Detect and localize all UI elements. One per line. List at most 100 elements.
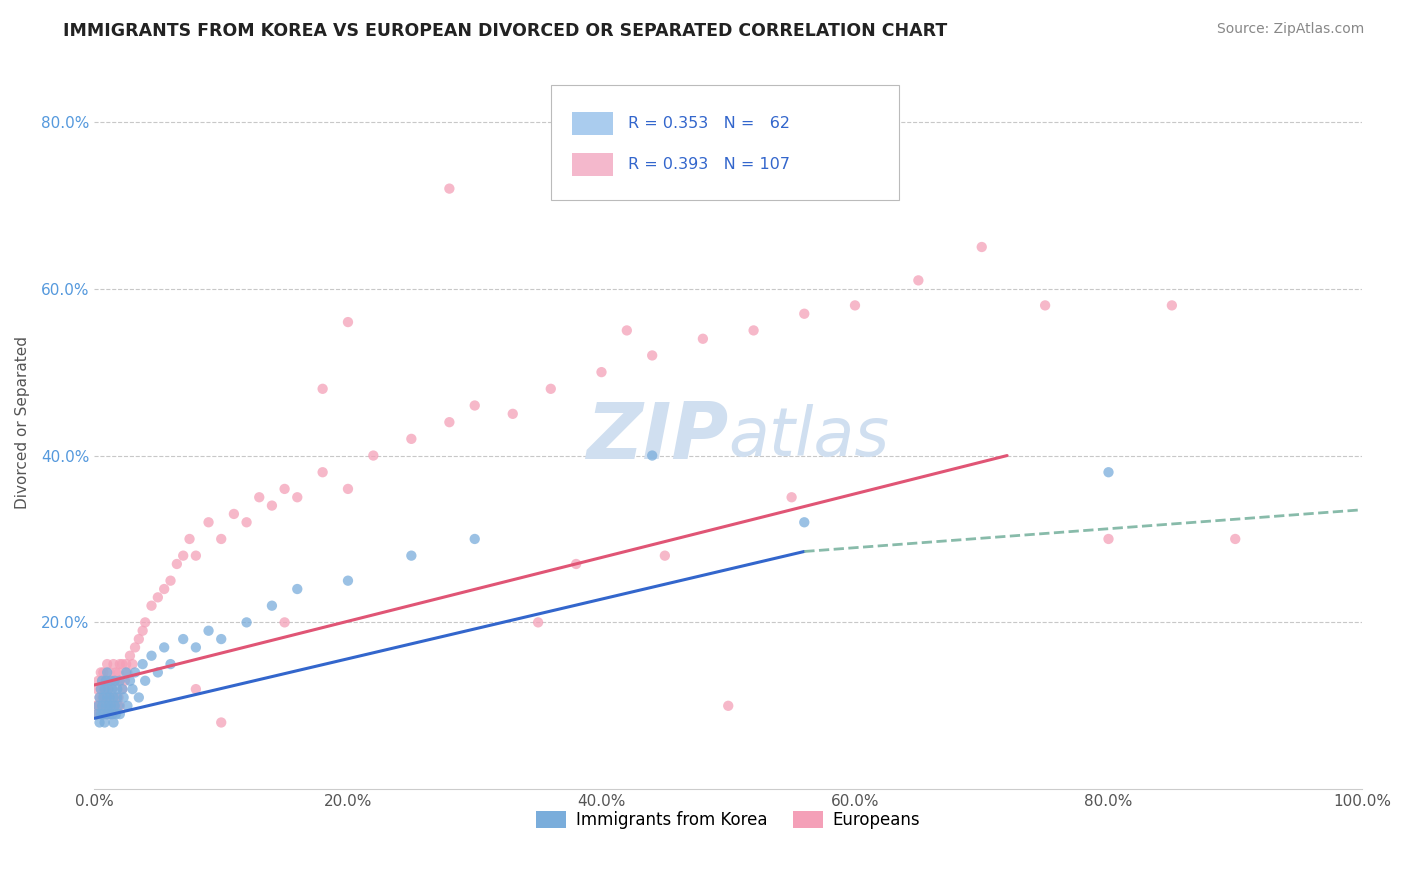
Point — [260, 599, 283, 613]
Point — [90, 707, 112, 722]
Point — [1160, 298, 1182, 312]
Point — [124, 640, 146, 655]
Point — [105, 673, 128, 688]
Point — [108, 698, 131, 713]
Point — [153, 640, 176, 655]
Point — [91, 698, 114, 713]
Point — [97, 682, 120, 697]
Point — [84, 698, 107, 713]
Point — [128, 632, 150, 646]
Point — [401, 432, 423, 446]
Point — [98, 707, 121, 722]
Point — [153, 582, 176, 596]
Point — [105, 707, 128, 722]
Point — [93, 690, 115, 705]
Point — [97, 698, 120, 713]
Point — [103, 673, 125, 688]
Point — [104, 673, 127, 688]
Point — [90, 698, 112, 713]
Point — [105, 698, 128, 713]
Point — [90, 665, 112, 680]
Point — [96, 690, 118, 705]
Point — [235, 615, 257, 630]
Point — [86, 707, 108, 722]
Point — [112, 690, 135, 705]
Point — [100, 698, 122, 713]
Point — [141, 599, 163, 613]
Point — [159, 574, 181, 588]
Point — [96, 657, 118, 671]
Point — [1033, 298, 1056, 312]
Point — [336, 482, 359, 496]
Point — [115, 665, 138, 680]
Point — [128, 690, 150, 705]
Point — [107, 698, 129, 713]
Point — [117, 665, 139, 680]
Point — [105, 690, 128, 705]
Point — [108, 673, 131, 688]
Point — [907, 273, 929, 287]
Y-axis label: Divorced or Separated: Divorced or Separated — [15, 335, 30, 508]
Point — [96, 673, 118, 688]
Point — [89, 690, 111, 705]
Point — [439, 181, 461, 195]
Point — [108, 707, 131, 722]
Point — [89, 707, 111, 722]
Text: R = 0.393   N = 107: R = 0.393 N = 107 — [628, 157, 790, 172]
Point — [103, 657, 125, 671]
Point — [93, 698, 115, 713]
Point — [104, 698, 127, 713]
Point — [118, 673, 141, 688]
Point — [93, 682, 115, 697]
Point — [100, 698, 122, 713]
Point — [464, 532, 486, 546]
Point — [209, 532, 232, 546]
Point — [363, 449, 385, 463]
Point — [115, 657, 138, 671]
Point — [793, 307, 815, 321]
Point — [184, 682, 207, 697]
Point — [107, 665, 129, 680]
Point — [285, 490, 308, 504]
Point — [93, 665, 115, 680]
Point — [1097, 532, 1119, 546]
Point — [101, 707, 124, 722]
Point — [107, 690, 129, 705]
Point — [98, 707, 121, 722]
Point — [86, 682, 108, 697]
Point — [172, 632, 194, 646]
Point — [146, 665, 169, 680]
Point — [108, 657, 131, 671]
Point — [131, 624, 153, 638]
Point — [98, 690, 121, 705]
Point — [93, 673, 115, 688]
FancyBboxPatch shape — [551, 85, 900, 201]
Point — [311, 382, 333, 396]
Point — [114, 673, 136, 688]
Point — [197, 624, 219, 638]
Point — [87, 673, 110, 688]
Point — [336, 574, 359, 588]
Point — [93, 682, 115, 697]
Point — [103, 690, 125, 705]
Point — [141, 648, 163, 663]
Point — [692, 332, 714, 346]
Point — [101, 682, 124, 697]
Point — [1225, 532, 1247, 546]
Point — [654, 549, 676, 563]
Point — [540, 382, 562, 396]
Point — [94, 673, 117, 688]
Text: atlas: atlas — [728, 404, 890, 470]
Point — [96, 690, 118, 705]
Point — [98, 665, 121, 680]
Point — [717, 698, 740, 713]
Point — [105, 665, 128, 680]
Point — [134, 673, 156, 688]
Point — [166, 557, 188, 571]
Point — [104, 673, 127, 688]
Point — [641, 348, 664, 362]
Point — [87, 698, 110, 713]
Point — [97, 682, 120, 697]
Legend: Immigrants from Korea, Europeans: Immigrants from Korea, Europeans — [530, 805, 927, 836]
Point — [118, 648, 141, 663]
